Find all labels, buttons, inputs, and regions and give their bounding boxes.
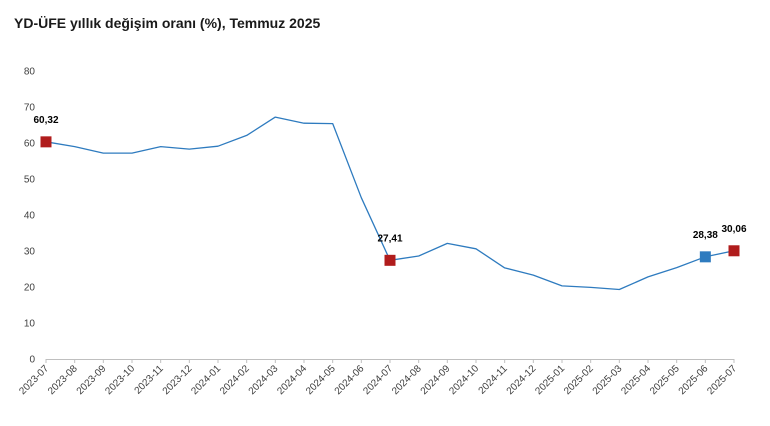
x-tick-label: 2024-11: [477, 363, 511, 397]
x-tick-label: 2024-10: [447, 363, 481, 397]
x-tick-label: 2024-06: [333, 363, 367, 397]
x-tick-label: 2025-04: [619, 363, 653, 397]
y-tick-label: 40: [24, 211, 36, 222]
x-tick-label: 2025-02: [562, 363, 596, 397]
y-tick-label: 20: [24, 283, 36, 294]
highlight-marker: [40, 136, 52, 148]
x-tick-label: 2023-12: [161, 363, 195, 397]
x-tick-label: 2025-06: [677, 363, 711, 397]
x-tick-label: 2024-01: [189, 363, 223, 397]
x-tick-label: 2025-03: [591, 363, 625, 397]
y-tick-label: 60: [24, 139, 36, 150]
y-tick-label: 30: [24, 247, 36, 258]
data-label: 60,32: [33, 115, 58, 126]
y-axis: 0 10 20 30 40 50 60 70 80: [24, 67, 36, 366]
x-axis: 2023-072023-082023-092023-102023-112023-…: [17, 359, 739, 397]
x-tick-label: 2023-08: [46, 363, 80, 397]
x-tick-label: 2023-10: [103, 363, 137, 397]
x-tick-label: 2024-09: [419, 363, 453, 397]
x-tick-label: 2024-05: [304, 363, 338, 397]
highlight-marker: [699, 251, 711, 263]
data-label: 27,41: [377, 233, 402, 244]
x-tick-label: 2023-07: [17, 363, 51, 397]
highlight-marker: [728, 245, 740, 257]
x-tick-label: 2024-02: [218, 363, 252, 397]
data-label: 30,06: [721, 224, 746, 235]
x-tick-label: 2023-09: [75, 363, 109, 397]
x-tick-label: 2024-12: [505, 363, 539, 397]
x-tick-label: 2025-07: [705, 363, 739, 397]
x-tick-label: 2024-08: [390, 363, 424, 397]
chart-title: YD-ÜFE yıllık değişim oranı (%), Temmuz …: [14, 15, 321, 31]
highlight-marker: [384, 254, 396, 266]
x-tick-label: 2024-04: [275, 363, 309, 397]
x-tick-label: 2025-05: [648, 363, 682, 397]
y-tick-label: 10: [24, 319, 36, 330]
data-label: 28,38: [693, 230, 718, 241]
y-tick-label: 0: [29, 355, 35, 366]
x-tick-label: 2025-01: [533, 363, 567, 397]
x-tick-label: 2024-03: [247, 363, 281, 397]
x-tick-label: 2024-07: [361, 363, 395, 397]
x-tick-label: 2023-11: [133, 363, 167, 397]
y-tick-label: 70: [24, 103, 36, 114]
y-tick-label: 80: [24, 67, 36, 78]
y-tick-label: 50: [24, 175, 36, 186]
